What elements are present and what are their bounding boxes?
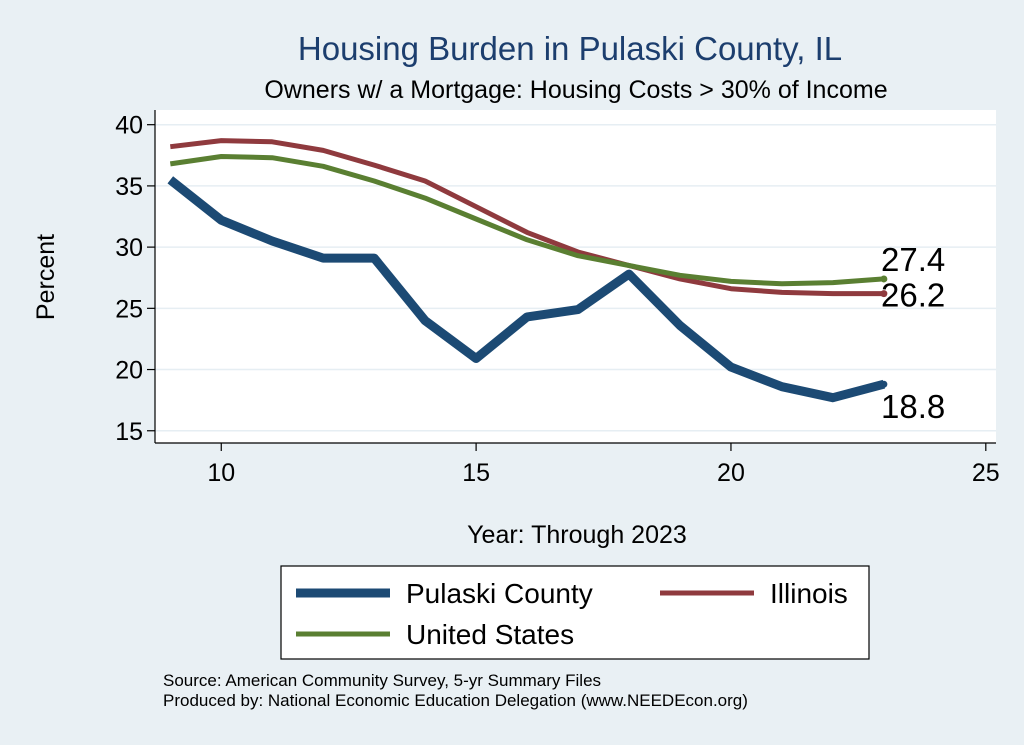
chart-title: Housing Burden in Pulaski County, IL <box>298 30 842 67</box>
axes: 15 20 25 30 35 40 10 15 20 25 <box>115 110 1000 487</box>
x-tick-label: 15 <box>462 459 490 487</box>
producer-note: Produced by: National Economic Education… <box>163 691 748 710</box>
y-tick-label: 40 <box>115 112 143 140</box>
end-label-illinois: 26.2 <box>881 277 945 314</box>
series-line-illinois <box>170 138 884 297</box>
legend-label-illinois: Illinois <box>770 578 848 609</box>
legend-label-pulaski-county: Pulaski County <box>406 578 593 609</box>
source-note: Source: American Community Survey, 5-yr … <box>163 671 602 690</box>
x-tick-label: 25 <box>972 459 1000 487</box>
end-labels: 18.8 26.227.4 <box>881 241 945 425</box>
end-label-pulaski-county: 18.8 <box>881 388 945 425</box>
x-tick-label: 20 <box>717 459 745 487</box>
series-line-pulaski-county <box>167 176 886 403</box>
x-tick-label: 10 <box>207 459 235 487</box>
series-end-point <box>880 290 888 298</box>
chart-subtitle: Owners w/ a Mortgage: Housing Costs > 30… <box>264 76 887 104</box>
y-tick-label: 25 <box>115 295 143 323</box>
legend-box <box>280 565 870 660</box>
y-tick-label: 15 <box>115 418 143 446</box>
legend: Pulaski County Illinois United States <box>280 565 870 660</box>
y-tick-label: 30 <box>115 234 143 262</box>
legend-label-united-states: United States <box>406 619 574 650</box>
y-axis-title: Percent <box>32 234 60 320</box>
series-end-point <box>880 380 888 388</box>
series-line-united-states <box>169 154 885 287</box>
series-end-point <box>880 275 888 283</box>
y-tick-label: 35 <box>115 173 143 201</box>
series-lines <box>167 138 888 403</box>
end-label-united-states: 27.4 <box>881 241 945 278</box>
y-tick-label: 20 <box>115 357 143 385</box>
x-axis-title: Year: Through 2023 <box>467 521 687 549</box>
